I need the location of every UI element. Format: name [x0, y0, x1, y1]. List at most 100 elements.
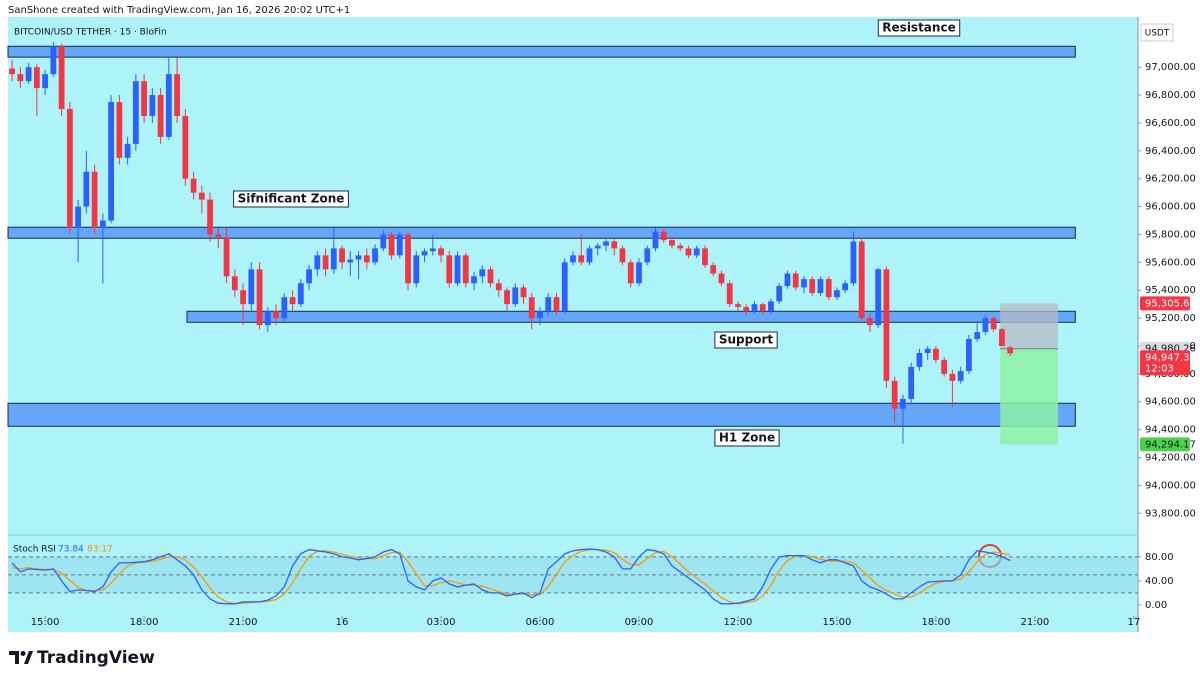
y-tick-label: 96,800.00: [1145, 90, 1196, 101]
zone-label-box: [714, 331, 778, 349]
candle-body: [743, 306, 750, 312]
last-price-label: 94,947.38: [1145, 352, 1196, 363]
x-tick-label: 15:00: [823, 617, 852, 628]
candle-body: [264, 311, 271, 326]
x-tick-label: 17: [1128, 617, 1141, 628]
candle-body: [479, 269, 486, 277]
stop-area: [1000, 303, 1058, 349]
y-tick-label: 95,600.00: [1145, 257, 1196, 268]
zone-label: Sifnificant Zone: [238, 192, 345, 206]
candle-body: [207, 199, 213, 235]
y-tick-label: 95,200.00: [1145, 313, 1196, 324]
x-tick-label: 16: [336, 617, 349, 628]
stoch-k-value: 73.84: [58, 545, 84, 555]
candle-body: [537, 311, 543, 319]
candle-body: [75, 206, 81, 228]
candle-body: [17, 74, 24, 82]
candle-body: [429, 248, 436, 252]
stoch-d-line: [12, 548, 1011, 605]
zone-label-box: [714, 429, 780, 447]
candle-body: [949, 373, 956, 381]
candle-body: [380, 234, 387, 249]
logo-text: TradingView: [37, 648, 155, 668]
candle-body: [825, 279, 832, 298]
candle-body: [528, 297, 535, 319]
candle-body: [834, 290, 840, 298]
candle-body: [454, 255, 461, 284]
candle-body: [957, 371, 964, 381]
candle-body: [108, 102, 114, 221]
candle-body: [256, 269, 263, 326]
symbol-title: BITCOIN/USD TETHER · 15 · BloFin: [14, 28, 167, 38]
candle-body: [512, 287, 519, 305]
candle-body: [58, 46, 65, 110]
candle-body: [842, 283, 849, 291]
chart-background: [8, 17, 1138, 632]
candle-body: [330, 248, 337, 270]
y-tick-label: 94,600.00: [1145, 397, 1196, 408]
candle-body: [231, 276, 238, 291]
y-tick-label: 95,400.00: [1145, 285, 1196, 296]
candle-body: [900, 398, 906, 409]
credit: SanShone created with TradingView.com, J…: [8, 5, 350, 16]
candle-body: [297, 283, 304, 305]
x-tick-label: 06:00: [526, 617, 555, 628]
logo-dot: [20, 651, 26, 656]
candle-body: [322, 255, 329, 270]
candle-body: [174, 74, 180, 116]
x-tick-label: 18:00: [130, 617, 159, 628]
candle-body: [858, 241, 865, 319]
candle-body: [776, 286, 783, 302]
candle-body: [594, 245, 601, 249]
candle-body: [966, 339, 972, 372]
candle-body: [487, 269, 494, 284]
candle-body: [165, 74, 172, 137]
y-tick-label: 97,000.00: [1145, 62, 1196, 73]
candle-body: [281, 297, 288, 319]
logo-mark: [9, 651, 19, 664]
candle-body: [916, 352, 923, 367]
candle-body: [520, 287, 527, 298]
candle-body: [248, 269, 255, 305]
candle-body: [636, 262, 642, 284]
candle-body: [768, 301, 774, 312]
candle-body: [215, 234, 222, 238]
candle-body: [735, 304, 741, 307]
candle-body: [702, 248, 708, 266]
zone-label-box: [233, 190, 349, 208]
candle-body: [982, 318, 989, 333]
stoch-k-line: [11, 548, 1011, 605]
zone-label-box: [877, 19, 961, 37]
y-tick-label: 96,400.00: [1145, 146, 1196, 157]
currency: USDT: [1145, 29, 1170, 39]
candle-body: [223, 237, 230, 277]
candle-body: [644, 248, 651, 263]
candle-body: [405, 234, 411, 284]
x-tick-label: 12:00: [724, 617, 753, 628]
candle-body: [999, 329, 1005, 346]
stop-price-label: 95,305.62: [1145, 298, 1196, 309]
zone-label: Support: [719, 333, 774, 347]
target-area: [1000, 348, 1058, 445]
candle-body: [924, 348, 931, 353]
y-tick-label: 94,400.00: [1145, 425, 1196, 436]
candle-body: [91, 171, 98, 228]
candle-body: [792, 273, 799, 288]
candle-body: [990, 318, 997, 330]
candle-body: [438, 248, 444, 256]
candle-body: [570, 255, 576, 263]
x-tick-label: 21:00: [1020, 617, 1049, 628]
candle-body: [363, 255, 370, 263]
candle-body: [553, 297, 560, 312]
y-tick-label: 94,000.00: [1145, 480, 1196, 491]
zone: [186, 310, 1076, 323]
zone: [7, 402, 1076, 427]
candle-body: [619, 248, 626, 263]
candle-body: [339, 248, 345, 263]
candle-body: [627, 262, 634, 284]
candle-body: [289, 297, 296, 305]
currency-box: [1140, 23, 1174, 42]
candle-body: [660, 231, 667, 241]
last-price-box: [1140, 350, 1190, 376]
